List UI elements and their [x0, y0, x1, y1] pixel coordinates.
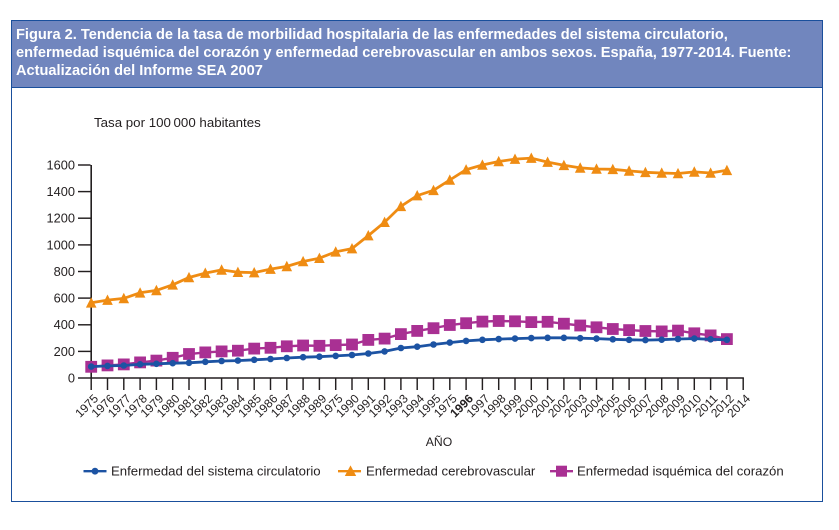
svg-text:1200: 1200: [47, 211, 75, 226]
svg-text:Enfermedad cerebrovascular: Enfermedad cerebrovascular: [366, 464, 536, 479]
svg-text:600: 600: [54, 291, 75, 306]
svg-text:AÑO: AÑO: [426, 435, 452, 449]
svg-text:400: 400: [54, 317, 75, 332]
svg-text:1000: 1000: [47, 237, 75, 252]
svg-text:200: 200: [54, 344, 75, 359]
svg-text:Enfermedad del sistema circula: Enfermedad del sistema circulatorio: [111, 464, 321, 479]
svg-text:800: 800: [54, 264, 75, 279]
svg-text:Tasa por 100 000 habitantes: Tasa por 100 000 habitantes: [94, 115, 261, 130]
svg-text:0: 0: [68, 370, 75, 385]
svg-text:Enfermedad isquémica del coraz: Enfermedad isquémica del corazón: [577, 464, 784, 479]
svg-text:1600: 1600: [47, 157, 75, 172]
svg-text:1400: 1400: [47, 184, 75, 199]
